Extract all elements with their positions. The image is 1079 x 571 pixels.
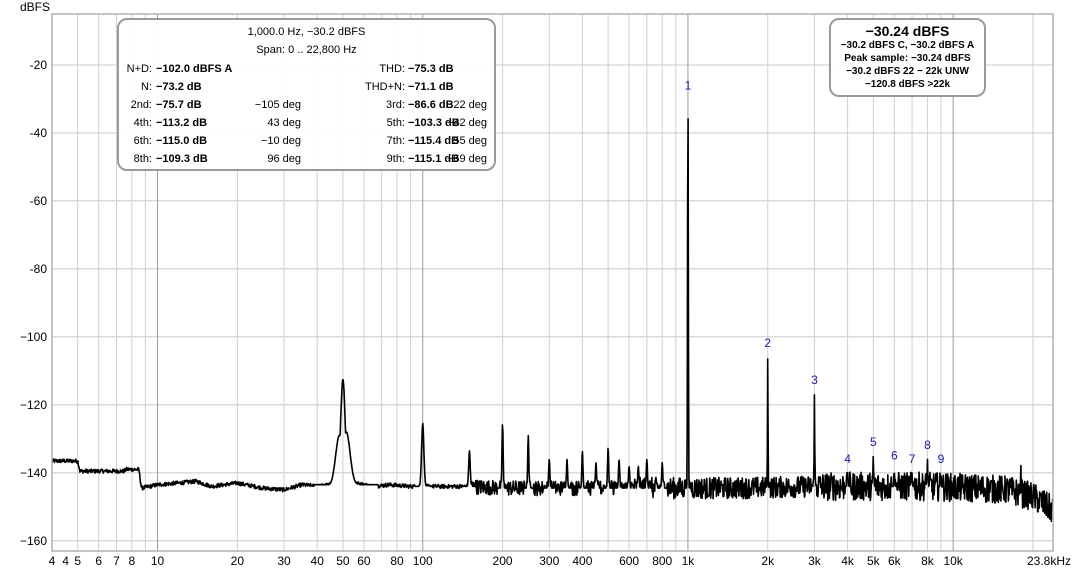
x-tick-label: 2k [761,554,775,568]
readout-l1: 6th: [133,135,152,147]
x-tick-label: 23.8kHz [1027,554,1071,568]
y-tick-label: -20 [30,58,48,72]
x-tick-label: 4 [49,554,56,568]
x-tick-label: 30 [277,554,291,568]
harmonic-marker-5: 5 [870,435,877,449]
x-tick-label: 100 [413,554,433,568]
readout-l2: THD+N: [364,81,405,93]
readout-l1: 2nd: [130,99,152,111]
readout-v2: −75.3 dB [408,63,454,75]
y-axis-label: dBFS [20,0,50,14]
x-tick-label: 60 [357,554,371,568]
x-tick-label: 40 [311,554,325,568]
readout-p1: 96 deg [267,153,301,165]
harmonic-marker-6: 6 [891,448,898,462]
level-main-value: −30.24 dBFS [865,23,950,39]
span-readout: Span: 0 .. 22,800 Hz [256,44,357,56]
measurement-readout-panel: 1,000.0 Hz, −30.2 dBFS Span: 0 .. 22,800… [117,18,496,171]
x-tick-label: 300 [539,554,559,568]
x-tick-label: 3k [808,554,822,568]
readout-p2: 22 deg [453,99,487,111]
y-tick-label: -40 [30,126,48,140]
y-tick-label: -60 [30,194,48,208]
x-tick-label: 7 [113,554,120,568]
x-tick-label: 10 [151,554,165,568]
readout-l2: 3rd: [386,99,405,111]
y-tick-label: −140 [20,466,47,480]
y-tick-labels: -20 -40 -60 -80 −100 −120 −140 −160 [20,58,47,548]
level-line: −30.2 dBFS C, −30.2 dBFS A [840,40,975,51]
readout-p1: 43 deg [267,117,301,129]
y-tick-label: −160 [20,534,47,548]
x-tick-label: 5 [74,554,81,568]
level-readout-panel: −30.24 dBFS −30.2 dBFS C, −30.2 dBFS A P… [829,18,986,97]
x-tick-label: 400 [572,554,592,568]
readout-v1: −113.2 dB [156,117,208,129]
fundamental-readout: 1,000.0 Hz, −30.2 dBFS [247,26,366,38]
readout-l1: N: [141,81,152,93]
x-tick-label: 80 [390,554,404,568]
x-tick-label: 50 [336,554,350,568]
x-tick-label: 8k [921,554,935,568]
x-tick-label: 600 [619,554,639,568]
harmonic-marker-3: 3 [811,373,818,387]
readout-v1: −102.0 dBFS A [156,63,233,75]
plot-frame [51,13,1054,552]
x-tick-label: 8 [128,554,135,568]
harmonic-marker-1: 1 [685,79,692,93]
readout-v2: −71.1 dB [408,81,454,93]
readout-v2: −103.3 dB [408,117,460,129]
x-tick-label: 4k [841,554,855,568]
x-tick-label: 10k [943,554,963,568]
harmonic-marker-4: 4 [844,452,851,466]
readout-v2: −86.6 dB [408,99,454,111]
readout-v2: −115.1 dB [408,153,460,165]
readout-l1: N+D: [126,63,152,75]
readout-l2: 7th: [386,135,405,147]
harmonic-markers: 1 2 3 4 56 789 [685,79,945,466]
readout-v1: −73.2 dB [156,81,202,93]
y-tick-label: −100 [20,330,47,344]
y-tick-label: −120 [20,398,47,412]
x-tick-label: 5k [867,554,881,568]
y-tick-label: -80 [30,262,48,276]
readout-v2: −115.4 dB [408,135,460,147]
x-tick-label: 800 [652,554,672,568]
readout-v1: −109.3 dB [156,153,208,165]
harmonic-marker-9: 9 [938,452,945,466]
level-line: Peak sample: −30.24 dBFS [844,53,971,64]
x-tick-label: 6k [888,554,902,568]
readout-p2: −69 deg [446,153,487,165]
readout-v1: −115.0 dB [156,135,208,147]
readout-l2: 9th: [386,153,405,165]
x-tick-label: 200 [493,554,513,568]
readout-l1: 4th: [133,117,152,129]
level-line: −120.8 dBFS >22k [864,79,951,90]
readout-l2: 5th: [386,117,405,129]
readout-l1: 8th: [133,153,152,165]
x-tick-label: 6 [95,554,102,568]
readout-p2: −42 deg [446,117,487,129]
readout-p1: −10 deg [260,135,301,147]
harmonic-marker-2: 2 [764,336,771,350]
x-tick-label: 1k [682,554,696,568]
readout-v1: −75.7 dB [156,99,202,111]
readout-p2: 55 deg [453,135,487,147]
x-tick-label: 4 [62,554,69,568]
harmonic-marker-8: 8 [924,438,931,452]
readout-l2: THD: [379,63,405,75]
readout-p1: −105 deg [254,99,301,111]
level-line: −30.2 dBFS 22 − 22k UNW [846,66,969,77]
spectrum-trace [51,118,1054,523]
x-tick-label: 20 [231,554,245,568]
harmonic-marker-7: 7 [909,452,916,466]
x-tick-labels: 4 4 5 6 7 8 10 20 30 40 50 60 80 100 200 300 400 600 800 1k… [49,554,1071,568]
